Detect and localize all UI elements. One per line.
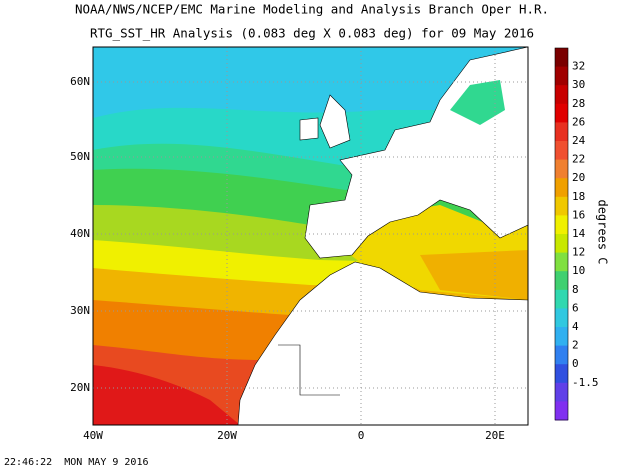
colorbar-unit: degrees C: [596, 199, 610, 264]
lon-label: 40W: [83, 429, 103, 442]
colorbar-swatch: [555, 327, 568, 347]
colorbar-label: -1.5: [572, 376, 599, 389]
colorbar-swatch: [555, 66, 568, 86]
colorbar-label: 0: [572, 357, 579, 370]
colorbar-swatch: [555, 308, 568, 328]
colorbar-label: 26: [572, 115, 585, 128]
colorbar-label: 12: [572, 246, 585, 259]
colorbar-label: 18: [572, 190, 585, 203]
colorbar-label: 10: [572, 264, 585, 277]
colorbar-label: 24: [572, 134, 586, 147]
colorbar-swatch: [555, 122, 568, 142]
ireland: [299, 117, 319, 141]
title-line1: NOAA/NWS/NCEP/EMC Marine Modeling and An…: [75, 2, 549, 17]
colorbar-label: 8: [572, 283, 579, 296]
mediterranean-east: [420, 250, 528, 300]
lat-label: 40N: [70, 227, 90, 240]
colorbar-label: 16: [572, 208, 585, 221]
colorbar-label: 14: [572, 227, 586, 240]
lat-labels: 60N 50N 40N 30N 20N: [70, 75, 90, 394]
colorbar-swatch: [555, 48, 568, 68]
colorbar-swatch: [555, 364, 568, 384]
timestamp: 22:46:22 MON MAY 9 2016: [4, 457, 149, 468]
colorbar-swatch: [555, 234, 568, 254]
colorbar-label: 32: [572, 60, 585, 73]
lat-label: 30N: [70, 304, 90, 317]
lon-label: 20W: [217, 429, 237, 442]
colorbar-swatch: [555, 103, 568, 123]
colorbar-label: 6: [572, 301, 579, 314]
lat-label: 50N: [70, 150, 90, 163]
lat-label: 60N: [70, 75, 90, 88]
africa-land: [237, 261, 528, 425]
colorbar-swatch: [555, 85, 568, 105]
map-frame: [92, 46, 529, 426]
lon-label: 20E: [485, 429, 505, 442]
lon-labels: 40W 20W 0 20E: [83, 429, 505, 442]
colorbar-swatch: [555, 141, 568, 161]
colorbar-label: 30: [572, 78, 585, 91]
colorbar-label: 28: [572, 97, 585, 110]
colorbar-swatch: [555, 289, 568, 309]
lon-label: 0: [358, 429, 365, 442]
colorbar-label: 4: [572, 320, 579, 333]
colorbar-swatch: [555, 159, 568, 179]
colorbar-label: 20: [572, 171, 585, 184]
border: [278, 344, 340, 396]
colorbar-swatch: [555, 271, 568, 291]
graticule: [93, 47, 528, 425]
colorbar-swatch: [555, 215, 568, 235]
colorbar-label: 2: [572, 339, 579, 352]
colorbar-label: 22: [572, 153, 585, 166]
colorbar-swatch: [555, 382, 568, 402]
colorbar-swatch: [555, 178, 568, 198]
ocean-band-26: [93, 365, 240, 425]
title-line2: RTG_SST_HR Analysis (0.083 deg X 0.083 d…: [90, 26, 534, 41]
baltic-sea: [450, 80, 505, 125]
colorbar-swatch: [555, 196, 568, 216]
colorbar-swatch: [555, 345, 568, 365]
colorbar-frame: [554, 47, 569, 421]
colorbar-swatch: [555, 252, 568, 272]
lat-label: 20N: [70, 381, 90, 394]
great-britain: [319, 94, 351, 149]
map-area: [93, 47, 528, 425]
colorbar-swatch: [555, 401, 568, 421]
